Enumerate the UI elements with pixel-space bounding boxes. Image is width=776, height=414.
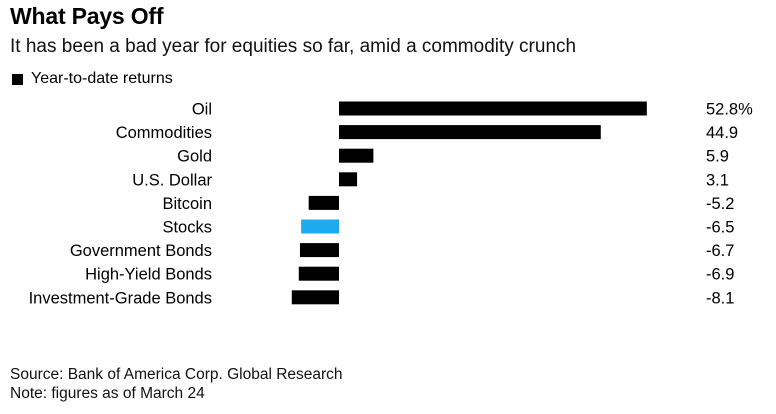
bar-stocks xyxy=(301,219,339,234)
bar-u-s-dollar xyxy=(339,172,358,187)
category-label: Stocks xyxy=(162,219,212,237)
category-label: Government Bonds xyxy=(70,242,212,260)
value-label: 44.9 xyxy=(706,124,738,142)
date-note: Note: figures as of March 24 xyxy=(10,385,205,402)
bar-high-yield-bonds xyxy=(298,266,339,281)
legend-label: Year-to-date returns xyxy=(31,70,173,87)
bar-bitcoin xyxy=(308,195,339,210)
bar-government-bonds xyxy=(299,243,339,258)
value-label: 3.1 xyxy=(706,171,729,189)
bar-gold xyxy=(339,148,374,163)
category-label: Oil xyxy=(192,101,212,119)
legend: Year-to-date returns xyxy=(12,70,173,88)
bar-chart: Oil 52.8% Commodities 44.9 Gold 5.9 U.S. Dolla… xyxy=(29,101,754,308)
source-note: Source: Bank of America Corp. Global Res… xyxy=(10,366,343,383)
value-label: -6.7 xyxy=(706,242,734,260)
value-label: -5.2 xyxy=(706,195,734,213)
category-label: U.S. Dollar xyxy=(132,171,212,189)
category-label: Gold xyxy=(177,148,212,166)
category-label: Commodities xyxy=(116,124,212,142)
value-label: -6.5 xyxy=(706,219,734,237)
legend-swatch xyxy=(12,73,23,85)
value-label: 5.9 xyxy=(706,148,729,166)
chart-title: What Pays Off xyxy=(10,3,164,29)
bar-investment-grade-bonds xyxy=(291,290,339,305)
value-label: -8.1 xyxy=(706,289,734,307)
category-label: Bitcoin xyxy=(162,195,212,213)
category-label: High-Yield Bonds xyxy=(85,266,212,284)
bar-oil xyxy=(339,101,647,116)
value-label: 52.8% xyxy=(706,101,753,119)
value-label: -6.9 xyxy=(706,266,734,284)
chart-subtitle: It has been a bad year for equities so f… xyxy=(10,36,577,57)
bar-commodities xyxy=(339,125,601,140)
category-label: Investment-Grade Bonds xyxy=(29,289,212,307)
